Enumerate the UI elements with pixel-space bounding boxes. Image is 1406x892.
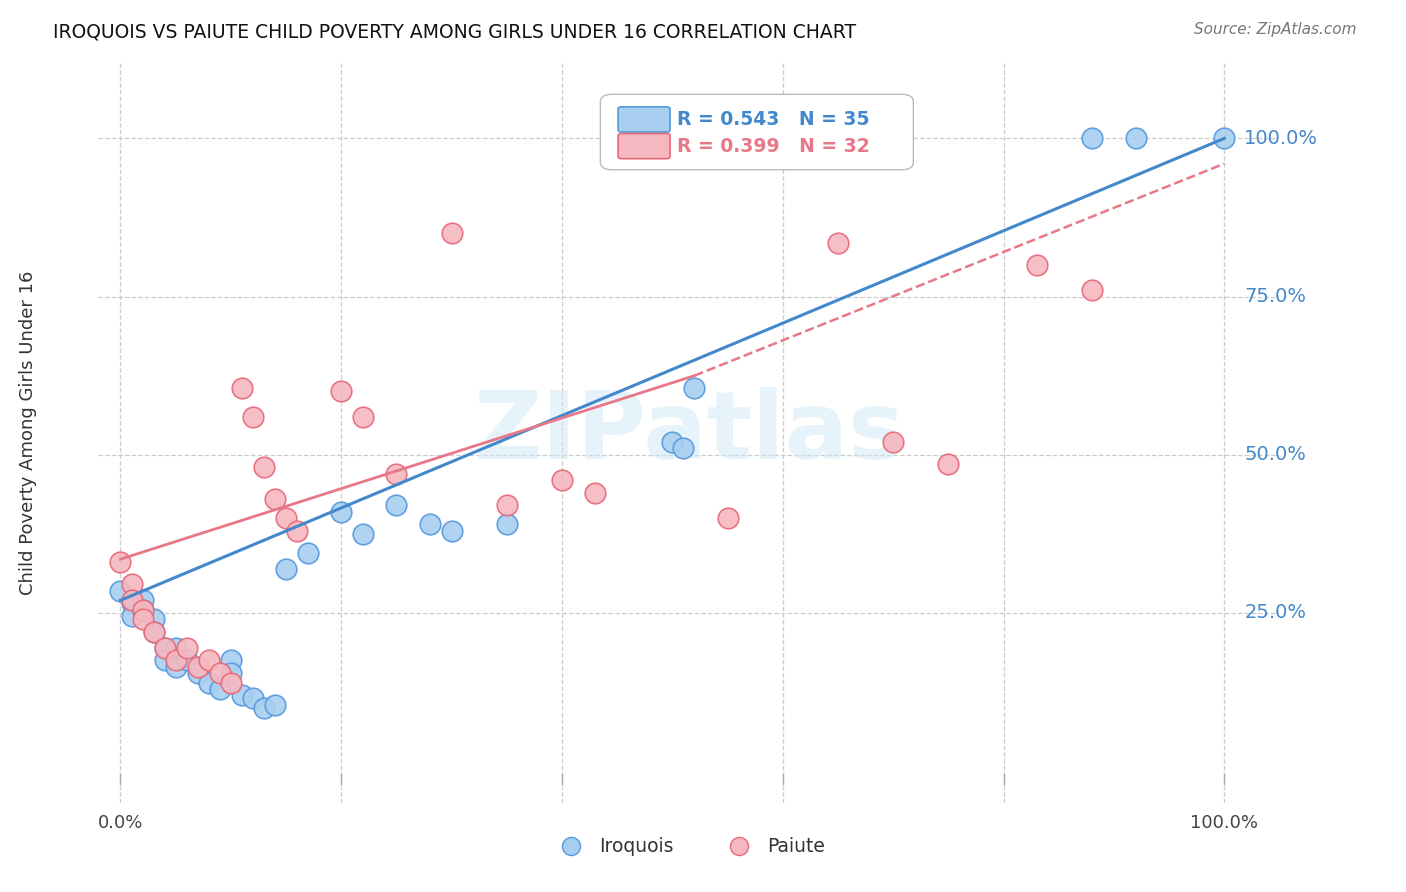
- Point: [419, 517, 441, 532]
- Point: [208, 681, 231, 696]
- Point: [242, 409, 264, 424]
- Point: [142, 612, 165, 626]
- Point: [683, 381, 706, 395]
- Point: [330, 384, 353, 399]
- Point: [1125, 131, 1147, 145]
- Point: [882, 435, 904, 450]
- Point: [242, 691, 264, 706]
- Point: [176, 653, 198, 667]
- Point: [153, 640, 176, 655]
- Point: [274, 562, 297, 576]
- Point: [1081, 283, 1104, 297]
- Point: [165, 653, 187, 667]
- Point: [385, 499, 408, 513]
- Point: [672, 442, 695, 456]
- Point: [219, 653, 242, 667]
- Point: [264, 698, 287, 712]
- Point: [121, 593, 143, 607]
- Point: [827, 235, 849, 250]
- Point: [131, 603, 153, 617]
- Point: [131, 593, 153, 607]
- Point: [110, 583, 132, 598]
- Point: [187, 659, 209, 673]
- Text: 0.0%: 0.0%: [98, 814, 143, 832]
- Point: [198, 675, 221, 690]
- Point: [274, 511, 297, 525]
- FancyBboxPatch shape: [619, 134, 671, 159]
- Point: [330, 505, 353, 519]
- Point: [1213, 131, 1236, 145]
- Point: [936, 457, 959, 471]
- Point: [153, 640, 176, 655]
- Text: 75.0%: 75.0%: [1244, 287, 1306, 306]
- Point: [495, 499, 517, 513]
- Point: [208, 666, 231, 681]
- Point: [153, 653, 176, 667]
- Text: ZIPatlas: ZIPatlas: [474, 386, 904, 479]
- Text: 50.0%: 50.0%: [1244, 445, 1306, 464]
- Text: R = 0.399   N = 32: R = 0.399 N = 32: [678, 136, 870, 155]
- Point: [121, 597, 143, 611]
- Point: [219, 675, 242, 690]
- Point: [110, 555, 132, 569]
- Point: [716, 511, 738, 525]
- Point: [187, 666, 209, 681]
- Text: IROQUOIS VS PAIUTE CHILD POVERTY AMONG GIRLS UNDER 16 CORRELATION CHART: IROQUOIS VS PAIUTE CHILD POVERTY AMONG G…: [53, 22, 856, 41]
- Point: [142, 624, 165, 639]
- Point: [121, 609, 143, 624]
- Point: [231, 381, 253, 395]
- Point: [440, 524, 463, 538]
- Point: [131, 612, 153, 626]
- Point: [495, 517, 517, 532]
- Text: 25.0%: 25.0%: [1244, 604, 1306, 623]
- Text: 100.0%: 100.0%: [1244, 128, 1319, 148]
- Legend: Iroquois, Paiute: Iroquois, Paiute: [546, 830, 832, 863]
- Point: [440, 227, 463, 241]
- Point: [551, 473, 574, 487]
- Text: R = 0.543   N = 35: R = 0.543 N = 35: [678, 110, 870, 129]
- Point: [352, 409, 374, 424]
- Point: [198, 653, 221, 667]
- Text: Child Poverty Among Girls Under 16: Child Poverty Among Girls Under 16: [18, 270, 37, 595]
- Point: [1081, 131, 1104, 145]
- Point: [142, 624, 165, 639]
- Point: [661, 435, 683, 450]
- Point: [297, 546, 319, 560]
- Point: [264, 491, 287, 506]
- Point: [165, 640, 187, 655]
- Point: [385, 467, 408, 481]
- Point: [352, 527, 374, 541]
- Text: 100.0%: 100.0%: [1191, 814, 1258, 832]
- Point: [285, 524, 308, 538]
- FancyBboxPatch shape: [600, 95, 914, 169]
- Point: [131, 603, 153, 617]
- Point: [1025, 258, 1047, 272]
- Point: [165, 659, 187, 673]
- Point: [231, 688, 253, 702]
- Point: [583, 485, 606, 500]
- Point: [219, 666, 242, 681]
- Point: [253, 460, 276, 475]
- Text: Source: ZipAtlas.com: Source: ZipAtlas.com: [1194, 22, 1357, 37]
- Point: [176, 640, 198, 655]
- FancyBboxPatch shape: [619, 107, 671, 132]
- Point: [121, 577, 143, 591]
- Point: [253, 701, 276, 715]
